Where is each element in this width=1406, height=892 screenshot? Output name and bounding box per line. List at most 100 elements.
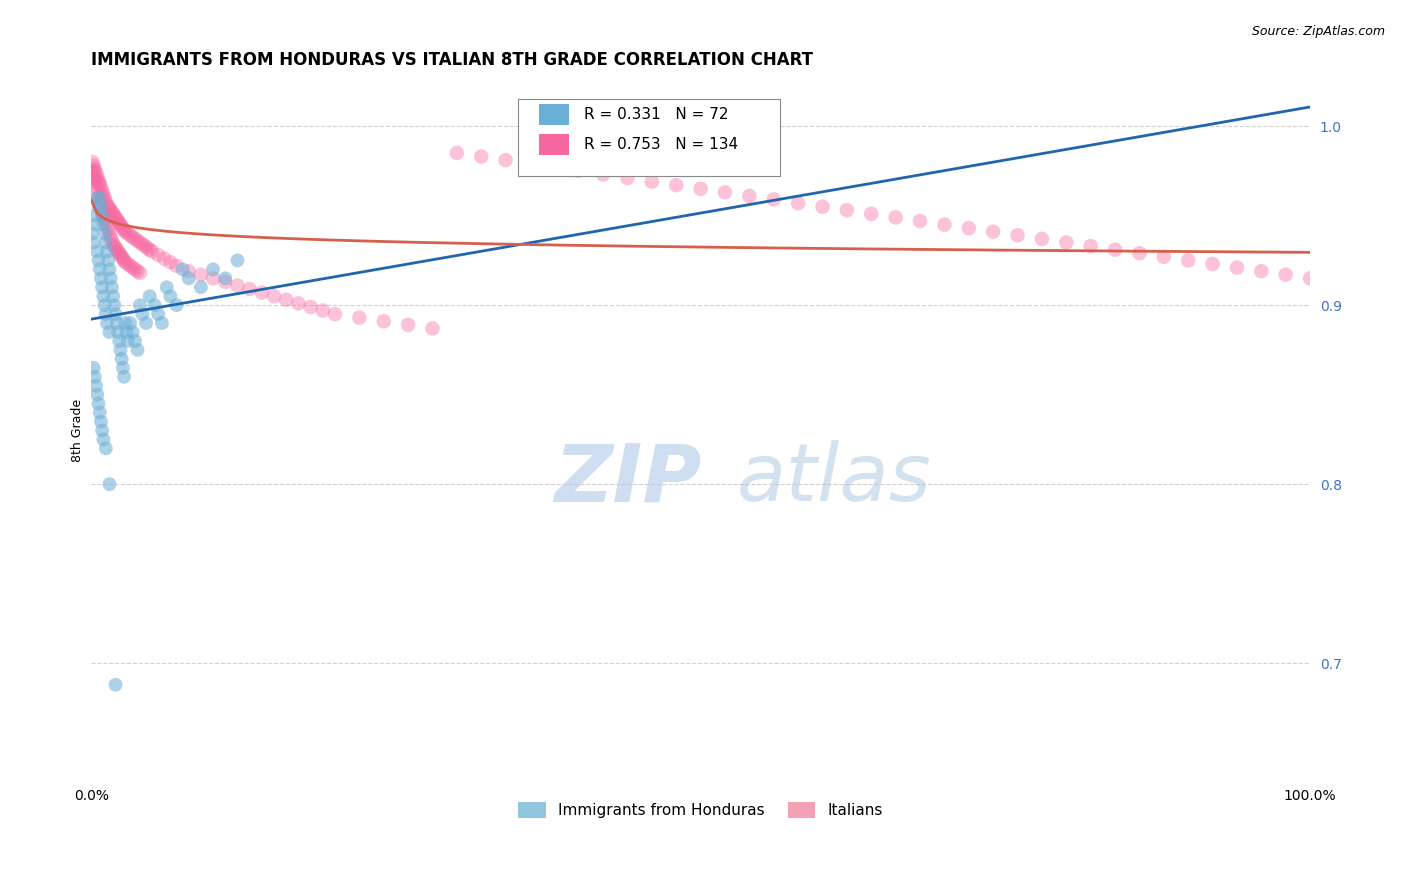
- Point: [111, 250, 134, 264]
- Point: [957, 221, 980, 235]
- Point: [83, 369, 105, 384]
- Point: [107, 244, 129, 259]
- Point: [89, 406, 111, 420]
- Point: [87, 191, 110, 205]
- Point: [159, 289, 181, 303]
- Point: [84, 218, 107, 232]
- Point: [835, 203, 858, 218]
- Point: [373, 314, 395, 328]
- Point: [94, 194, 117, 209]
- Point: [82, 164, 104, 178]
- Point: [981, 225, 1004, 239]
- FancyBboxPatch shape: [517, 99, 780, 176]
- Point: [83, 175, 105, 189]
- Point: [127, 234, 149, 248]
- Point: [202, 262, 225, 277]
- Point: [934, 218, 956, 232]
- Point: [129, 266, 152, 280]
- Point: [153, 252, 176, 266]
- Point: [110, 343, 132, 357]
- Point: [1153, 250, 1175, 264]
- Point: [86, 186, 108, 200]
- Point: [190, 268, 212, 282]
- Point: [115, 325, 138, 339]
- Point: [94, 307, 117, 321]
- Point: [159, 255, 181, 269]
- Point: [519, 157, 541, 171]
- Point: [112, 223, 135, 237]
- Point: [112, 253, 135, 268]
- Point: [84, 180, 107, 194]
- Point: [105, 316, 128, 330]
- Point: [1054, 235, 1077, 250]
- Point: [148, 307, 170, 321]
- Point: [136, 241, 159, 255]
- Point: [141, 244, 163, 259]
- Point: [107, 214, 129, 228]
- Point: [96, 198, 118, 212]
- Point: [138, 243, 160, 257]
- Point: [127, 264, 149, 278]
- Point: [93, 227, 115, 241]
- Point: [202, 271, 225, 285]
- Y-axis label: 8th Grade: 8th Grade: [72, 399, 84, 462]
- Point: [129, 235, 152, 250]
- Point: [129, 298, 152, 312]
- Point: [98, 227, 121, 241]
- Point: [117, 334, 139, 348]
- Point: [89, 177, 111, 191]
- Point: [103, 298, 125, 312]
- Point: [90, 415, 112, 429]
- Point: [190, 280, 212, 294]
- Point: [83, 360, 105, 375]
- Point: [117, 257, 139, 271]
- Point: [83, 169, 105, 184]
- Point: [97, 253, 120, 268]
- Point: [93, 218, 115, 232]
- Point: [121, 230, 143, 244]
- Point: [884, 211, 907, 225]
- Point: [101, 289, 124, 303]
- Point: [143, 298, 166, 312]
- Point: [93, 289, 115, 303]
- Point: [83, 162, 105, 177]
- Point: [150, 316, 173, 330]
- Point: [101, 280, 124, 294]
- Point: [111, 252, 134, 266]
- Point: [87, 200, 110, 214]
- Point: [1201, 257, 1223, 271]
- Bar: [538, 134, 569, 154]
- Point: [1007, 228, 1029, 243]
- Point: [568, 164, 591, 178]
- Point: [89, 191, 111, 205]
- Point: [349, 310, 371, 325]
- Point: [1250, 264, 1272, 278]
- Point: [111, 351, 134, 366]
- Point: [117, 227, 139, 241]
- Point: [90, 180, 112, 194]
- Point: [112, 369, 135, 384]
- Text: R = 0.753   N = 134: R = 0.753 N = 134: [583, 136, 738, 152]
- Point: [120, 228, 142, 243]
- Point: [98, 262, 121, 277]
- Point: [91, 209, 114, 223]
- Point: [811, 200, 834, 214]
- Point: [134, 239, 156, 253]
- Point: [96, 316, 118, 330]
- Point: [111, 360, 134, 375]
- Point: [239, 282, 262, 296]
- Point: [1177, 253, 1199, 268]
- Point: [860, 207, 883, 221]
- Point: [323, 307, 346, 321]
- Point: [148, 248, 170, 262]
- Point: [1031, 232, 1053, 246]
- Point: [103, 209, 125, 223]
- Point: [105, 243, 128, 257]
- Point: [94, 235, 117, 250]
- Point: [124, 334, 146, 348]
- Point: [110, 218, 132, 232]
- Point: [641, 175, 664, 189]
- Point: [97, 223, 120, 237]
- Point: [762, 193, 785, 207]
- Point: [616, 171, 638, 186]
